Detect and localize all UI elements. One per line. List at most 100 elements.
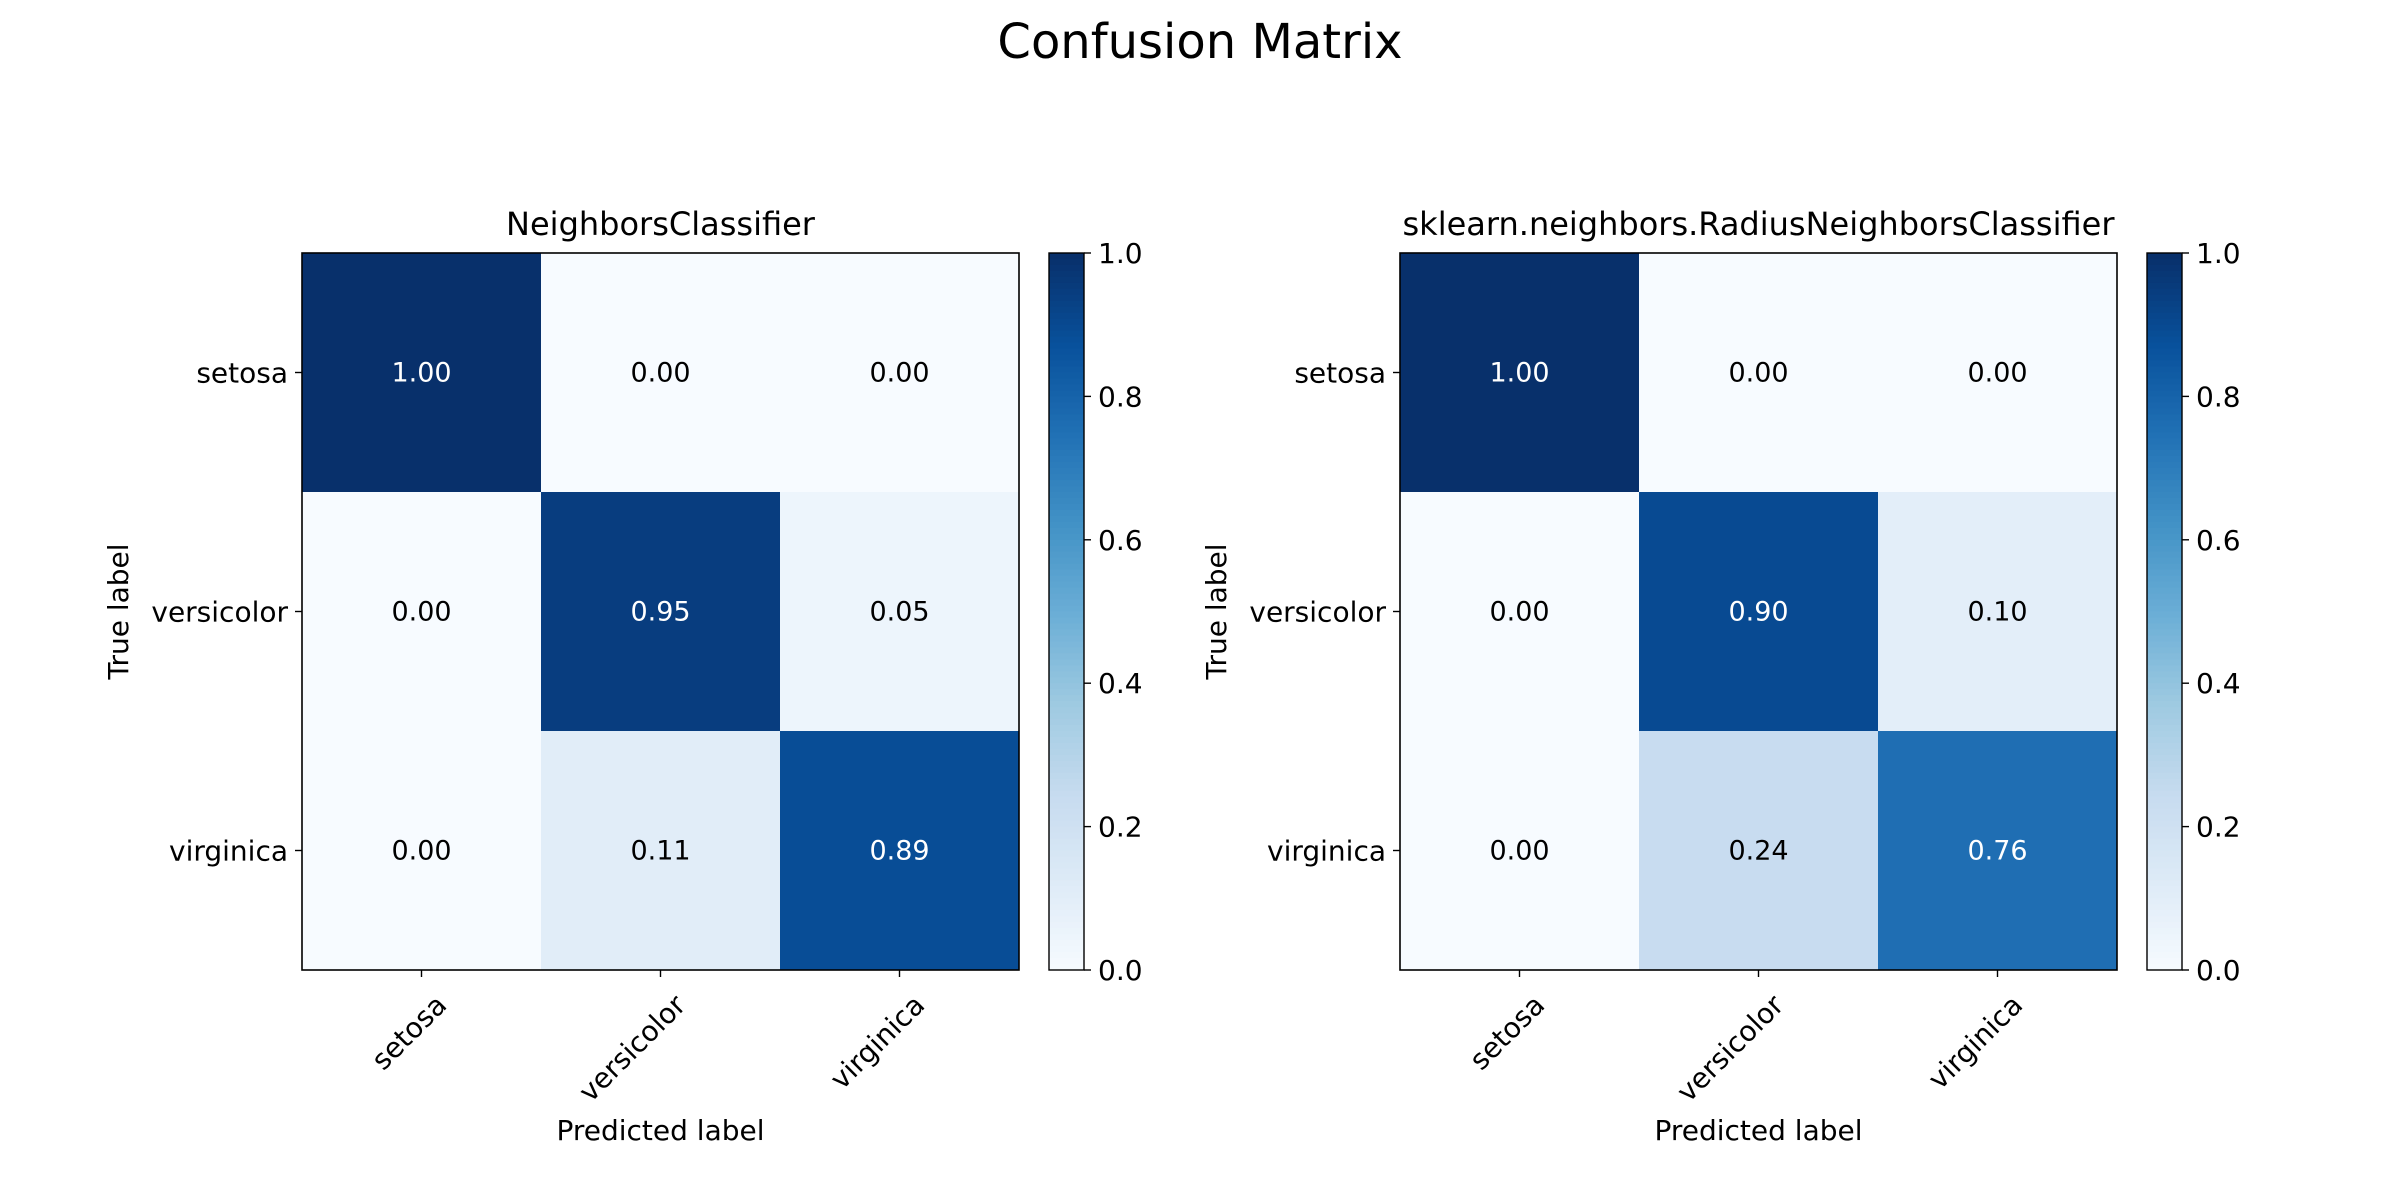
cell-value-label-0-1: 0.00 — [1728, 358, 1788, 389]
panel-1-y-axis-label: True label — [102, 543, 135, 680]
colorbar-segment — [1049, 802, 1084, 810]
colorbar-segment — [1049, 318, 1084, 326]
colorbar-segment — [2147, 324, 2182, 332]
colorbar-segment — [1049, 934, 1084, 941]
colorbar-segment — [1049, 563, 1084, 571]
colorbar-segment — [1049, 527, 1084, 535]
colorbar-segment — [1049, 796, 1084, 804]
colorbar-segment — [1049, 742, 1084, 750]
colorbar-segment — [1049, 916, 1084, 923]
colorbar-segment — [2147, 426, 2182, 433]
panel-2-x-axis-label: Predicted label — [1654, 1114, 1862, 1147]
colorbar-segment — [1049, 366, 1084, 374]
colorbar-segment — [1049, 748, 1084, 756]
colorbar-segment — [1049, 372, 1084, 380]
colorbar-segment — [1049, 605, 1084, 613]
colorbar-segment — [2147, 725, 2182, 732]
colorbar-segment — [2147, 862, 2182, 870]
colorbar-segment — [2147, 647, 2182, 654]
colorbar-segment — [2147, 378, 2182, 386]
y-tick-label-virginica: virginica — [169, 835, 288, 868]
colorbar-segment — [2147, 754, 2182, 762]
colorbar-segment — [2147, 964, 2182, 971]
colorbar-segment — [1049, 647, 1084, 654]
heatmap-cell-2-2 — [1878, 731, 2118, 971]
colorbar-segment — [1049, 820, 1084, 828]
colorbar-segment — [2147, 390, 2182, 397]
colorbar-segment — [2147, 396, 2182, 403]
colorbar-tick-label: 0.2 — [2196, 811, 2241, 844]
colorbar-segment — [2147, 826, 2182, 834]
colorbar-segment — [1049, 868, 1084, 875]
colorbar-segment — [1049, 725, 1084, 732]
colorbar-segment — [2147, 384, 2182, 392]
colorbar-segment — [1049, 713, 1084, 720]
colorbar-segment — [2147, 288, 2182, 296]
colorbar-segment — [2147, 432, 2182, 439]
cell-value-label-0-0: 1.00 — [391, 358, 451, 389]
colorbar-segment — [2147, 605, 2182, 613]
heatmap-panel-2: sklearn.neighbors.RadiusNeighborsClassif… — [1200, 205, 2241, 1147]
colorbar-tick-label: 0.4 — [2196, 667, 2241, 700]
colorbar-segment — [1049, 880, 1084, 887]
colorbar-segment — [1049, 641, 1084, 648]
colorbar-segment — [2147, 360, 2182, 368]
colorbar-tick-label: 1.0 — [1098, 237, 1143, 270]
colorbar-segment — [2147, 683, 2182, 690]
colorbar-segment — [1049, 784, 1084, 792]
colorbar-segment — [2147, 916, 2182, 923]
colorbar-segment — [1049, 814, 1084, 822]
colorbar-segment — [1049, 426, 1084, 433]
colorbar-frame — [2146, 252, 2183, 971]
colorbar-segment — [2147, 330, 2182, 338]
colorbar-segment — [1049, 892, 1084, 899]
colorbar-segment — [2147, 772, 2182, 780]
colorbar-segment — [2147, 258, 2182, 266]
colorbar-segment — [2147, 623, 2182, 631]
colorbar-segment — [1049, 474, 1084, 481]
colorbar-segment — [1049, 294, 1084, 302]
colorbar-segment — [1049, 312, 1084, 320]
colorbar-segment — [1049, 342, 1084, 350]
colorbar-segment — [1049, 354, 1084, 362]
colorbar-segment — [1049, 444, 1084, 451]
panel-2-title: sklearn.neighbors.RadiusNeighborsClassif… — [1403, 205, 2116, 243]
colorbar-segment — [1049, 623, 1084, 631]
colorbar-segment — [2147, 581, 2182, 589]
colorbar-segment — [1049, 856, 1084, 864]
colorbar-segment — [1049, 497, 1084, 505]
colorbar-segment — [2147, 898, 2182, 905]
heatmap-cell-1-2 — [780, 492, 1020, 732]
colorbar-segment — [1049, 964, 1084, 971]
colorbar-segment — [1049, 701, 1084, 708]
colorbar-segment — [1049, 264, 1084, 272]
y-tick-label-versicolor: versicolor — [1249, 596, 1386, 629]
colorbar-segment — [2147, 366, 2182, 374]
colorbar-segment — [2147, 778, 2182, 786]
colorbar-segment — [1049, 958, 1084, 965]
colorbar-segment — [2147, 486, 2182, 493]
colorbar-segment — [1049, 360, 1084, 368]
cell-value-label-0-1: 0.00 — [630, 358, 690, 389]
colorbar-segment — [2147, 641, 2182, 648]
colorbar-segment — [1049, 569, 1084, 577]
colorbar-segment — [2147, 796, 2182, 804]
colorbar-segment — [1049, 922, 1084, 929]
colorbar-segment — [2147, 802, 2182, 810]
panel-2-colorbar: 0.0 0.2 0.4 0.6 0.8 1.0 — [2146, 237, 2241, 987]
colorbar-segment — [1049, 689, 1084, 696]
colorbar-segment — [1049, 754, 1084, 762]
colorbar-segment — [2147, 659, 2182, 666]
colorbar-segment — [1049, 731, 1084, 738]
colorbar-segment — [1049, 438, 1084, 445]
heatmap-cell-2-0 — [302, 731, 542, 971]
colorbar-segment — [1049, 282, 1084, 290]
colorbar-segment — [1049, 832, 1084, 840]
colorbar-segment — [2147, 306, 2182, 314]
heatmap-cell-0-2 — [1878, 253, 2118, 493]
cell-value-label-2-1: 0.11 — [630, 836, 690, 867]
heatmap-cell-0-1 — [541, 253, 781, 493]
heatmap-cell-2-2 — [780, 731, 1020, 971]
colorbar-segment — [2147, 677, 2182, 684]
colorbar-segment — [1049, 348, 1084, 356]
